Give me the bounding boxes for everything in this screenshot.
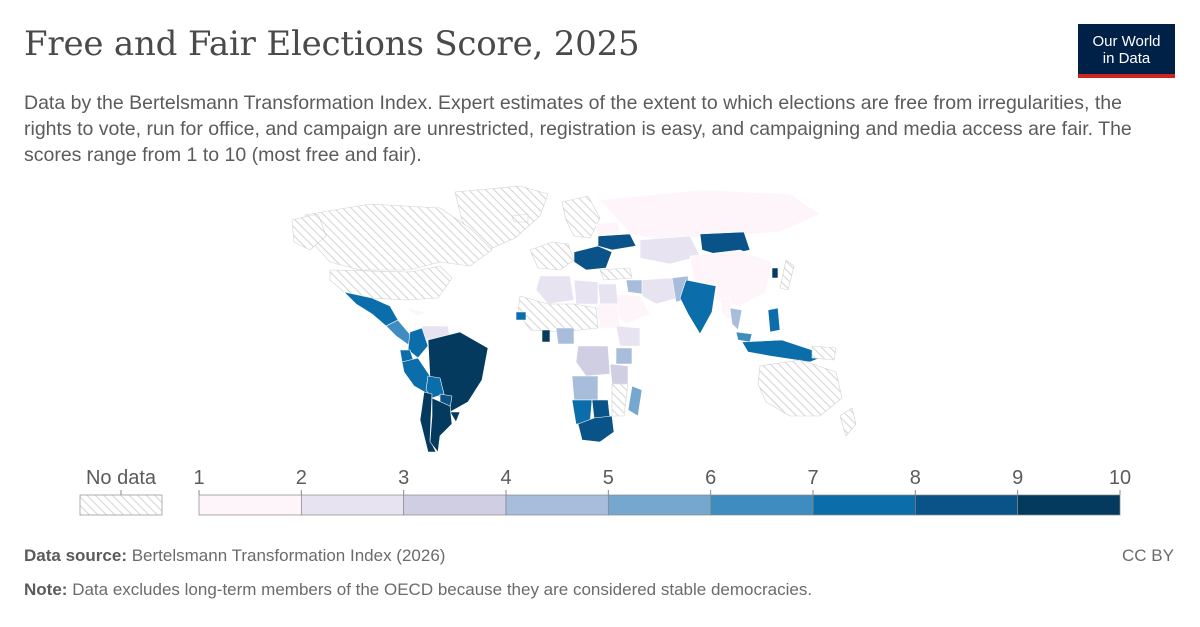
region-ethiopia[interactable]	[615, 325, 641, 347]
region-peru[interactable]	[401, 357, 431, 395]
region-nigeria[interactable]	[555, 327, 575, 345]
legend-tick-label: 7	[807, 467, 818, 489]
region-argentina[interactable]	[429, 397, 453, 453]
region-libya[interactable]	[573, 279, 599, 305]
region-belarus[interactable]	[595, 221, 621, 237]
color-legend: No data 1 2 3 4 5 6 7 8 9 10	[79, 467, 1131, 516]
region-thailand[interactable]	[729, 307, 743, 331]
no-data-swatch	[79, 494, 163, 516]
logo-line-2: in Data	[1102, 50, 1151, 67]
region-philippines[interactable]	[767, 307, 781, 333]
logo-line-1: Our World	[1092, 33, 1161, 50]
region-colombia[interactable]	[407, 327, 429, 359]
region-iran[interactable]	[639, 277, 679, 305]
legend-tick-label: 5	[603, 467, 614, 489]
note-text: Data excludes long-term members of the O…	[72, 580, 813, 599]
legend-bin[interactable]	[300, 494, 405, 516]
license-link[interactable]: CC BY	[1122, 546, 1174, 565]
note: Note: Data excludes long-term members of…	[24, 580, 812, 600]
region-bolivia[interactable]	[425, 375, 445, 399]
chart-subtitle: Data by the Bertelsmann Transformation I…	[24, 92, 1132, 166]
data-source: Data source: Bertelsmann Transformation …	[24, 546, 445, 566]
region-algeria[interactable]	[535, 275, 575, 305]
legend-tick-label: 9	[1012, 467, 1023, 489]
note-label: Note:	[24, 580, 68, 599]
region-russia[interactable]	[599, 189, 821, 241]
legend-bin[interactable]	[914, 494, 1019, 516]
region-united-states[interactable]	[329, 265, 453, 301]
legend-tick-label: 10	[1109, 467, 1131, 489]
no-data-label: No data	[86, 467, 157, 489]
legend-tick-label: 1	[193, 467, 204, 489]
region-new-zealand[interactable]	[839, 407, 857, 437]
region-uruguay[interactable]	[449, 411, 461, 423]
legend-tick-label: 6	[705, 467, 716, 489]
region-south-africa[interactable]	[577, 415, 615, 443]
chart-title: Free and Fair Elections Score, 2025	[24, 24, 640, 64]
region-senegal[interactable]	[515, 311, 527, 321]
legend-tick-label: 3	[398, 467, 409, 489]
region-madagascar[interactable]	[627, 385, 643, 417]
legend-tick-label: 2	[296, 467, 307, 489]
region-mozambique[interactable]	[611, 383, 629, 417]
region-botswana[interactable]	[591, 399, 611, 419]
region-iraq[interactable]	[625, 279, 643, 295]
world-map[interactable]	[0, 180, 1200, 460]
region-kazakhstan[interactable]	[639, 235, 701, 265]
legend-tick-label: 4	[500, 467, 511, 489]
region-australia[interactable]	[757, 359, 843, 417]
region-sudan[interactable]	[595, 303, 621, 329]
region-egypt[interactable]	[597, 283, 619, 305]
legend-bin[interactable]	[607, 494, 712, 516]
region-india[interactable]	[679, 279, 717, 335]
owid-logo[interactable]: Our World in Data	[1078, 24, 1175, 78]
region-malaysia[interactable]	[735, 331, 753, 343]
data-source-label: Data source:	[24, 546, 127, 565]
region-cuba[interactable]	[403, 307, 427, 317]
legend-bin[interactable]	[403, 494, 507, 516]
region-turkey[interactable]	[599, 267, 633, 281]
region-dr-congo[interactable]	[575, 345, 611, 377]
legend-tick-label: 8	[910, 467, 921, 489]
legend-bin[interactable]	[1017, 494, 1121, 516]
region-angola[interactable]	[571, 375, 599, 401]
region-chile[interactable]	[419, 391, 437, 453]
region-tanzania[interactable]	[609, 363, 629, 385]
region-iceland[interactable]	[511, 213, 529, 223]
region-kenya[interactable]	[615, 347, 633, 365]
region-south-korea[interactable]	[771, 267, 779, 279]
region-canada[interactable]	[304, 203, 493, 271]
region-scandinavia[interactable]	[561, 195, 601, 239]
data-source-text[interactable]: Bertelsmann Transformation Index (2026)	[131, 546, 446, 565]
legend-bin[interactable]	[505, 494, 609, 516]
region-ukraine[interactable]	[597, 233, 637, 251]
region-papua-new-guinea[interactable]	[811, 345, 837, 361]
region-ghana[interactable]	[541, 329, 551, 343]
legend-bin[interactable]	[812, 494, 916, 516]
legend-bin[interactable]	[198, 494, 302, 516]
region-alaska[interactable]	[291, 213, 327, 251]
region-japan[interactable]	[779, 259, 795, 291]
region-western-europe[interactable]	[529, 241, 575, 271]
region-balkans[interactable]	[573, 245, 613, 271]
legend-bin[interactable]	[710, 494, 814, 516]
